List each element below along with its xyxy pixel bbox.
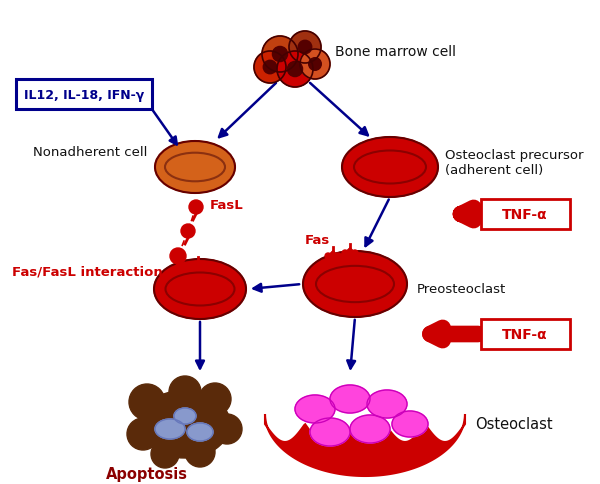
Circle shape — [170, 248, 186, 264]
Text: FasL: FasL — [210, 199, 244, 212]
Text: Fas/FasL interaction: Fas/FasL interaction — [12, 265, 163, 278]
Circle shape — [129, 384, 165, 420]
Circle shape — [289, 32, 321, 64]
FancyBboxPatch shape — [481, 319, 570, 349]
Circle shape — [309, 59, 322, 71]
Ellipse shape — [310, 418, 350, 446]
Ellipse shape — [392, 411, 428, 437]
Ellipse shape — [154, 259, 246, 319]
Text: Osteoclast precursor
(adherent cell): Osteoclast precursor (adherent cell) — [445, 149, 583, 177]
Text: Bone marrow cell: Bone marrow cell — [335, 45, 456, 59]
Circle shape — [277, 52, 313, 88]
Circle shape — [347, 251, 353, 257]
Text: Apoptosis: Apoptosis — [106, 467, 188, 482]
Circle shape — [169, 376, 201, 408]
Circle shape — [127, 418, 159, 450]
Circle shape — [352, 251, 358, 257]
Polygon shape — [265, 414, 465, 476]
Ellipse shape — [174, 408, 196, 424]
Text: Preosteoclast: Preosteoclast — [417, 283, 506, 296]
Circle shape — [263, 61, 277, 75]
Circle shape — [185, 437, 215, 467]
FancyBboxPatch shape — [16, 80, 152, 110]
Circle shape — [262, 37, 298, 73]
Circle shape — [298, 41, 312, 55]
Circle shape — [199, 383, 231, 415]
Text: TNF-α: TNF-α — [502, 327, 548, 341]
Ellipse shape — [140, 390, 230, 458]
Circle shape — [300, 50, 330, 80]
Text: Fas: Fas — [304, 234, 329, 247]
Ellipse shape — [350, 415, 390, 443]
Circle shape — [325, 254, 331, 259]
Ellipse shape — [330, 385, 370, 413]
Circle shape — [189, 200, 203, 214]
Circle shape — [335, 254, 341, 259]
Ellipse shape — [342, 138, 438, 197]
Circle shape — [330, 254, 336, 259]
FancyBboxPatch shape — [481, 199, 570, 229]
Text: Osteoclast: Osteoclast — [475, 417, 553, 432]
Circle shape — [151, 440, 179, 468]
Circle shape — [272, 47, 287, 62]
Text: IL12, IL-18, IFN-γ: IL12, IL-18, IFN-γ — [24, 90, 144, 102]
Circle shape — [195, 263, 201, 270]
Circle shape — [342, 251, 348, 257]
Ellipse shape — [367, 390, 407, 418]
Ellipse shape — [303, 252, 407, 318]
Circle shape — [254, 52, 286, 84]
Ellipse shape — [155, 142, 235, 194]
Circle shape — [200, 263, 206, 270]
Text: Nonadherent cell: Nonadherent cell — [32, 146, 147, 159]
Text: TNF-α: TNF-α — [502, 208, 548, 222]
Ellipse shape — [295, 395, 335, 423]
Ellipse shape — [187, 423, 213, 441]
Circle shape — [287, 62, 302, 77]
Circle shape — [181, 225, 195, 239]
Circle shape — [190, 263, 196, 270]
Circle shape — [212, 414, 242, 444]
Ellipse shape — [155, 419, 185, 439]
